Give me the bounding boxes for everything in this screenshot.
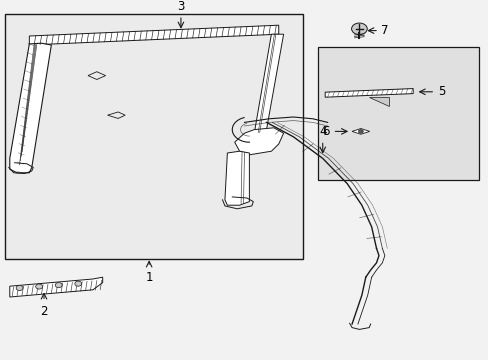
Circle shape: [16, 285, 23, 291]
Polygon shape: [325, 89, 412, 97]
Text: 2: 2: [40, 305, 48, 318]
Bar: [317, 47, 478, 180]
Bar: [5, 14, 303, 259]
Polygon shape: [224, 151, 249, 205]
Polygon shape: [234, 128, 283, 155]
Text: 5: 5: [437, 85, 444, 98]
Polygon shape: [368, 97, 388, 106]
Circle shape: [358, 130, 363, 133]
Text: 1: 1: [145, 271, 153, 284]
Text: 7: 7: [381, 24, 388, 37]
Text: 3: 3: [177, 0, 184, 13]
Circle shape: [75, 281, 81, 286]
Circle shape: [36, 284, 42, 289]
Polygon shape: [10, 277, 102, 297]
Polygon shape: [351, 129, 369, 134]
Circle shape: [351, 23, 366, 35]
Polygon shape: [254, 34, 283, 133]
Polygon shape: [10, 43, 51, 173]
Text: 6: 6: [322, 125, 329, 138]
Circle shape: [55, 283, 62, 288]
Polygon shape: [29, 25, 278, 45]
Text: 4: 4: [318, 125, 326, 138]
